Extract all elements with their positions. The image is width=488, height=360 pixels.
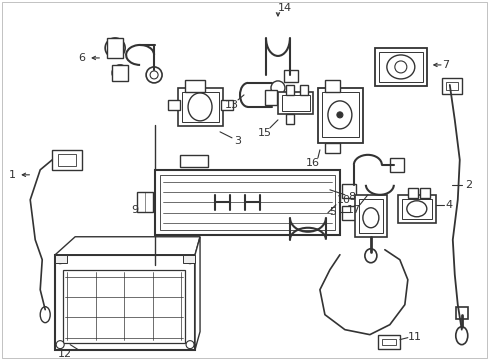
Bar — [324, 80, 339, 92]
Ellipse shape — [185, 256, 194, 264]
Bar — [55, 255, 195, 350]
Ellipse shape — [116, 69, 124, 77]
Text: 16: 16 — [305, 158, 319, 168]
Bar — [401, 199, 431, 219]
Ellipse shape — [40, 307, 50, 323]
Ellipse shape — [336, 112, 342, 118]
Bar — [358, 199, 382, 233]
Text: 15: 15 — [258, 128, 271, 138]
Bar — [264, 90, 276, 105]
Bar — [299, 85, 307, 95]
Ellipse shape — [270, 81, 285, 95]
Bar — [445, 82, 457, 90]
Bar — [168, 100, 180, 110]
Text: 17: 17 — [346, 205, 360, 215]
Bar — [317, 88, 362, 143]
Bar — [184, 80, 204, 92]
Bar — [282, 95, 309, 111]
Ellipse shape — [364, 249, 376, 263]
Bar — [374, 48, 426, 86]
Bar — [183, 255, 195, 263]
Ellipse shape — [362, 208, 378, 228]
Bar — [140, 265, 170, 277]
Ellipse shape — [56, 341, 64, 348]
Text: 3: 3 — [234, 136, 241, 146]
Bar — [52, 150, 82, 170]
Text: 2: 2 — [464, 180, 471, 190]
Ellipse shape — [150, 71, 158, 79]
Text: 4: 4 — [444, 200, 451, 210]
Bar — [155, 170, 339, 235]
Bar — [285, 114, 293, 124]
Bar — [137, 192, 153, 212]
Ellipse shape — [394, 61, 406, 73]
Text: 8: 8 — [347, 192, 355, 202]
Ellipse shape — [109, 42, 121, 54]
Bar — [354, 195, 386, 237]
Bar — [377, 335, 399, 348]
Ellipse shape — [112, 65, 128, 81]
Bar — [381, 339, 395, 345]
Polygon shape — [195, 237, 200, 350]
Ellipse shape — [327, 101, 351, 129]
Bar — [389, 158, 403, 172]
Ellipse shape — [188, 93, 212, 121]
Bar — [277, 92, 312, 114]
Bar — [285, 85, 293, 95]
Ellipse shape — [455, 327, 467, 345]
Polygon shape — [55, 237, 200, 255]
Ellipse shape — [386, 55, 414, 79]
Bar — [455, 307, 467, 319]
Text: 12: 12 — [58, 348, 72, 359]
Text: 11: 11 — [407, 332, 421, 342]
Ellipse shape — [185, 341, 194, 348]
Bar — [397, 195, 435, 223]
Bar — [341, 184, 355, 198]
Text: 14: 14 — [277, 3, 291, 13]
Bar — [378, 52, 422, 82]
Text: 6: 6 — [79, 53, 85, 63]
Bar — [112, 65, 128, 81]
Ellipse shape — [406, 201, 426, 217]
Bar — [407, 188, 417, 198]
Bar — [324, 143, 339, 153]
Bar — [341, 206, 355, 220]
Bar — [63, 270, 184, 343]
Bar — [180, 155, 207, 167]
Text: 5: 5 — [329, 207, 336, 217]
Bar — [107, 38, 123, 58]
Ellipse shape — [105, 38, 125, 58]
Ellipse shape — [146, 67, 162, 83]
Bar — [178, 88, 223, 126]
Text: 7: 7 — [441, 60, 448, 70]
Bar — [221, 100, 233, 110]
Text: 13: 13 — [224, 100, 239, 110]
Bar — [182, 92, 219, 122]
Bar — [419, 188, 429, 198]
Bar — [321, 92, 358, 137]
Ellipse shape — [56, 256, 64, 264]
Text: 10: 10 — [336, 195, 350, 205]
Bar — [441, 78, 461, 94]
Bar — [284, 70, 297, 82]
Text: 1: 1 — [9, 170, 16, 180]
Text: 9: 9 — [131, 205, 139, 215]
Bar — [58, 154, 76, 166]
Bar — [160, 175, 334, 230]
Bar — [55, 255, 67, 263]
